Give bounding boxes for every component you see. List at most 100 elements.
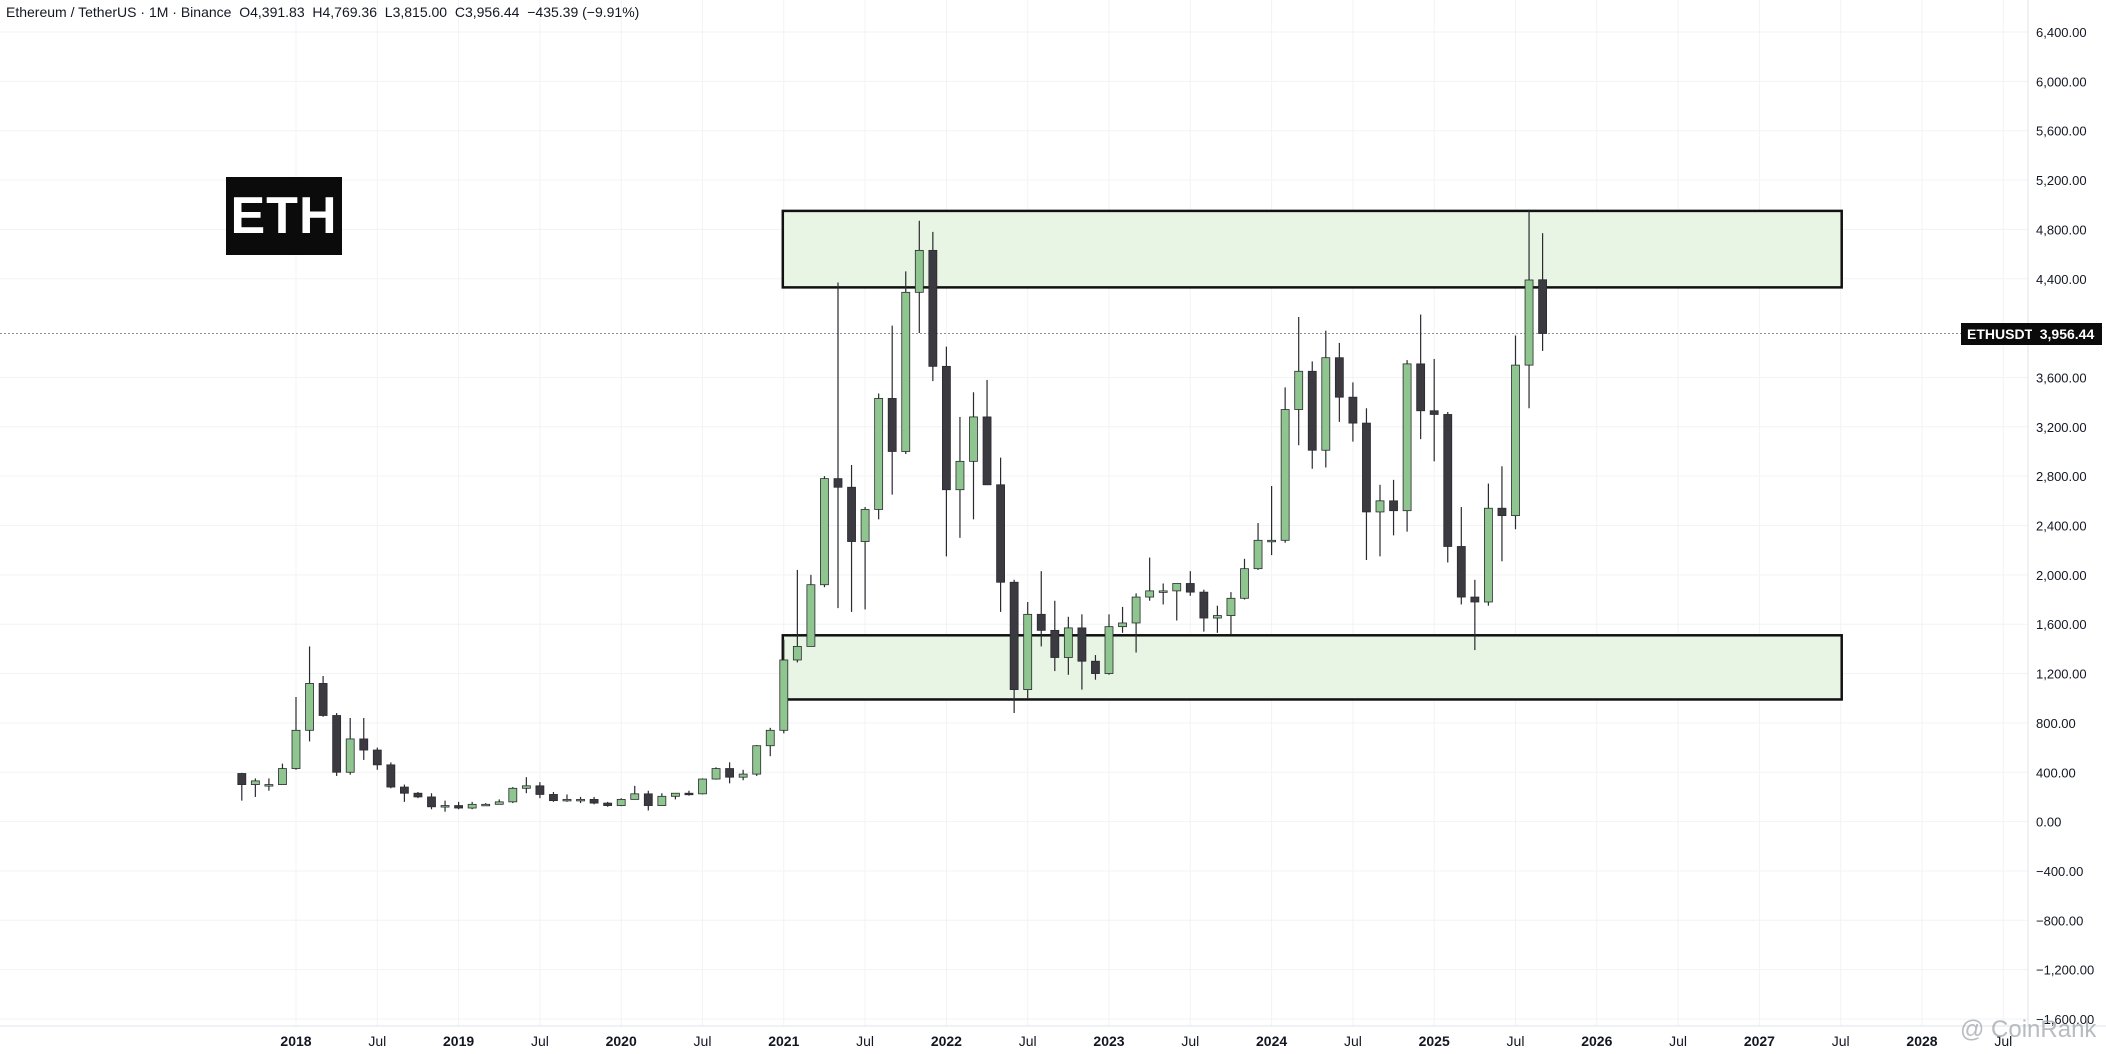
candle[interactable] — [847, 465, 856, 612]
candle[interactable] — [1294, 316, 1304, 446]
candle[interactable] — [1145, 557, 1155, 601]
candle[interactable] — [359, 717, 369, 760]
candle[interactable] — [481, 803, 491, 807]
candle[interactable] — [671, 792, 680, 800]
candle[interactable] — [427, 793, 436, 810]
candle[interactable] — [467, 801, 477, 810]
candle[interactable] — [752, 745, 762, 776]
candle[interactable] — [1063, 616, 1073, 675]
candle[interactable] — [684, 790, 694, 796]
candle[interactable] — [711, 767, 721, 780]
candle[interactable] — [1511, 335, 1520, 530]
candle[interactable] — [1023, 601, 1033, 699]
candle[interactable] — [969, 392, 978, 520]
candle[interactable] — [386, 762, 396, 789]
candle[interactable] — [792, 569, 802, 663]
candle[interactable] — [833, 282, 843, 609]
candle[interactable] — [1050, 600, 1060, 672]
candle[interactable] — [454, 801, 464, 810]
candle[interactable] — [1077, 614, 1087, 690]
candle[interactable] — [1131, 593, 1141, 653]
candle[interactable] — [535, 782, 545, 799]
candle[interactable] — [1524, 209, 1534, 409]
candle[interactable] — [589, 796, 599, 805]
candle[interactable] — [1009, 579, 1019, 714]
candle[interactable] — [1321, 330, 1331, 468]
candle[interactable] — [1158, 583, 1168, 605]
candle[interactable] — [630, 785, 640, 800]
candle[interactable] — [291, 696, 301, 770]
symbol-legend[interactable]: Ethereum / TetherUS · 1M · Binance O4,39… — [6, 4, 640, 20]
candle[interactable] — [698, 778, 707, 795]
candle[interactable] — [779, 639, 789, 734]
candle[interactable] — [1416, 314, 1426, 440]
candle[interactable] — [982, 379, 992, 486]
candle[interactable] — [1362, 408, 1371, 561]
candle[interactable] — [1267, 486, 1276, 556]
candle[interactable] — [237, 772, 247, 801]
candle[interactable] — [1240, 558, 1249, 600]
candle[interactable] — [413, 791, 423, 799]
candle[interactable] — [914, 220, 924, 334]
candle[interactable] — [806, 574, 816, 647]
candle[interactable] — [1456, 506, 1466, 605]
candle[interactable] — [901, 271, 911, 454]
candle[interactable] — [332, 713, 342, 776]
candle[interactable] — [725, 762, 734, 784]
candle[interactable] — [1348, 382, 1358, 442]
candle[interactable] — [1172, 583, 1182, 621]
candle[interactable] — [1538, 233, 1547, 351]
candle[interactable] — [1443, 411, 1453, 563]
candle[interactable] — [874, 393, 884, 520]
candle[interactable] — [562, 794, 572, 802]
candle[interactable] — [305, 646, 314, 742]
candle[interactable] — [1334, 342, 1344, 422]
candle[interactable] — [928, 231, 938, 382]
candle[interactable] — [440, 800, 450, 812]
candle[interactable] — [549, 791, 558, 802]
candle[interactable] — [738, 769, 748, 781]
candle[interactable] — [1213, 605, 1222, 633]
candle[interactable] — [1226, 592, 1236, 635]
candle[interactable] — [996, 457, 1005, 612]
candle[interactable] — [508, 787, 518, 804]
candle[interactable] — [1497, 466, 1507, 562]
candle[interactable] — [603, 801, 613, 807]
candle[interactable] — [278, 763, 287, 785]
candle[interactable] — [1429, 358, 1439, 462]
candle[interactable] — [494, 799, 504, 805]
candle[interactable] — [345, 717, 355, 775]
candle[interactable] — [1036, 571, 1046, 647]
candle[interactable] — [887, 325, 897, 495]
candle[interactable] — [657, 793, 667, 806]
candle[interactable] — [1484, 483, 1493, 606]
candle[interactable] — [1091, 655, 1100, 680]
candle[interactable] — [1280, 387, 1290, 543]
candle[interactable] — [1375, 484, 1385, 557]
candle[interactable] — [521, 777, 531, 794]
candle[interactable] — [1185, 571, 1195, 596]
resistance-zone[interactable] — [781, 209, 1843, 289]
support-zone[interactable] — [781, 634, 1843, 701]
candle[interactable] — [616, 798, 626, 807]
candle[interactable] — [1104, 614, 1114, 675]
candle[interactable] — [318, 676, 328, 717]
candle[interactable] — [643, 790, 653, 811]
candle[interactable] — [955, 416, 965, 538]
candle[interactable] — [372, 747, 382, 770]
candle[interactable] — [1307, 361, 1317, 469]
candle[interactable] — [1253, 523, 1263, 570]
candle[interactable] — [1118, 606, 1127, 633]
candle[interactable] — [942, 346, 951, 557]
candle[interactable] — [1199, 589, 1209, 632]
candle[interactable] — [1402, 360, 1412, 532]
candle[interactable] — [399, 784, 409, 802]
candle[interactable] — [264, 778, 274, 791]
candle[interactable] — [1389, 479, 1398, 536]
candle[interactable] — [576, 796, 585, 804]
candle[interactable] — [1470, 579, 1480, 651]
candle[interactable] — [860, 506, 870, 610]
candle[interactable] — [250, 778, 260, 797]
candle[interactable] — [765, 727, 775, 757]
